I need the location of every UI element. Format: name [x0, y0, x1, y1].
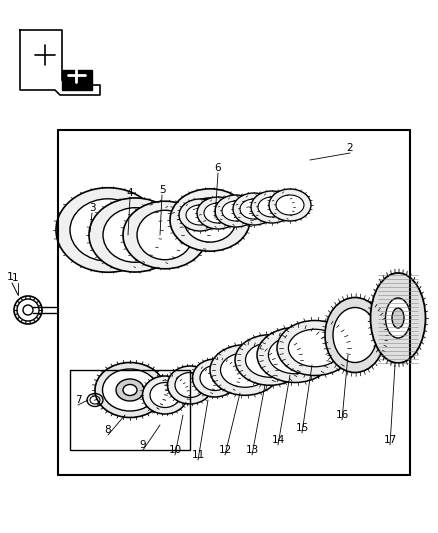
Text: 1: 1 — [12, 273, 18, 283]
Ellipse shape — [103, 208, 167, 262]
Ellipse shape — [215, 195, 257, 227]
Ellipse shape — [222, 201, 250, 221]
Text: 8: 8 — [105, 425, 111, 435]
Text: 4: 4 — [127, 188, 133, 198]
Ellipse shape — [251, 191, 293, 223]
Text: 2: 2 — [347, 143, 353, 153]
Text: 13: 13 — [245, 445, 258, 455]
Text: 5: 5 — [159, 185, 165, 195]
Ellipse shape — [184, 198, 236, 242]
Ellipse shape — [385, 298, 410, 338]
Bar — [70, 370, 190, 450]
Ellipse shape — [200, 366, 230, 391]
Text: 10: 10 — [169, 445, 182, 455]
Ellipse shape — [288, 329, 342, 367]
Ellipse shape — [95, 362, 165, 417]
Ellipse shape — [150, 383, 180, 408]
Bar — [62, 70, 92, 90]
Ellipse shape — [240, 199, 268, 219]
Ellipse shape — [325, 297, 385, 373]
Text: 14: 14 — [272, 435, 285, 445]
Text: 17: 17 — [383, 435, 397, 445]
Ellipse shape — [276, 195, 304, 215]
Ellipse shape — [246, 343, 294, 377]
Ellipse shape — [204, 203, 232, 223]
Ellipse shape — [258, 197, 286, 217]
Ellipse shape — [123, 384, 137, 395]
Ellipse shape — [142, 376, 187, 414]
Ellipse shape — [56, 188, 160, 272]
Text: 16: 16 — [336, 410, 349, 420]
Ellipse shape — [192, 359, 237, 397]
Ellipse shape — [210, 345, 280, 395]
Ellipse shape — [257, 327, 333, 383]
Ellipse shape — [197, 197, 239, 229]
Text: 12: 12 — [219, 445, 232, 455]
Ellipse shape — [167, 366, 212, 404]
Ellipse shape — [392, 308, 404, 328]
Ellipse shape — [89, 198, 181, 272]
Text: 1: 1 — [7, 272, 14, 282]
Ellipse shape — [220, 353, 269, 387]
Ellipse shape — [137, 211, 193, 260]
Ellipse shape — [175, 373, 205, 398]
Ellipse shape — [277, 320, 353, 376]
Ellipse shape — [233, 193, 275, 225]
Ellipse shape — [268, 336, 321, 374]
Text: 7: 7 — [75, 395, 81, 405]
Ellipse shape — [269, 189, 311, 221]
Ellipse shape — [102, 369, 158, 411]
Ellipse shape — [371, 273, 425, 363]
Ellipse shape — [116, 379, 144, 401]
Ellipse shape — [333, 308, 377, 362]
Ellipse shape — [70, 199, 146, 261]
Text: 3: 3 — [88, 203, 95, 213]
Text: 11: 11 — [191, 450, 205, 460]
Text: 6: 6 — [215, 163, 221, 173]
Ellipse shape — [170, 189, 250, 251]
Ellipse shape — [186, 205, 214, 225]
Ellipse shape — [179, 199, 221, 231]
Ellipse shape — [235, 335, 305, 385]
Text: 9: 9 — [140, 440, 146, 450]
Ellipse shape — [123, 201, 207, 269]
Text: 15: 15 — [295, 423, 309, 433]
